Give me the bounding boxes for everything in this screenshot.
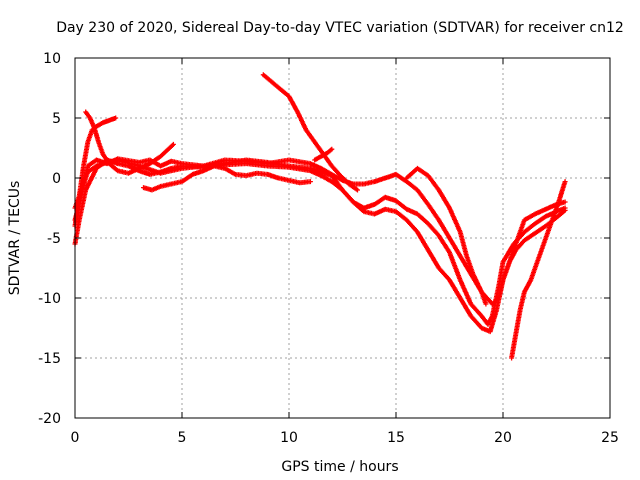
x-tick-label: 20 (494, 430, 512, 446)
series-satellite-track-h (141, 163, 313, 193)
y-tick-label: 0 (52, 171, 61, 187)
data-points (141, 163, 313, 193)
x-tick-label: 5 (178, 430, 187, 446)
y-tick-label: 10 (43, 51, 61, 67)
y-axis-label: SDTVAR / TECUs (7, 181, 23, 296)
data-points (404, 165, 489, 307)
x-tick-label: 25 (601, 430, 619, 446)
series-satellite-track-i (509, 179, 568, 361)
data-points (509, 179, 568, 361)
y-tick-label: -15 (38, 351, 61, 367)
data-points (83, 109, 176, 176)
series-satellite-track-e (83, 109, 176, 176)
ticks: 0 5 10 15 20 25 -20 -15 -10 -5 0 5 10 (38, 51, 619, 446)
data-layer (72, 72, 568, 361)
y-tick-label: -20 (38, 411, 61, 427)
y-tick-label: -5 (47, 231, 61, 247)
x-axis-label: GPS time / hours (281, 459, 398, 475)
x-tick-label: 0 (71, 430, 80, 446)
x-tick-label: 15 (387, 430, 405, 446)
y-tick-label: -10 (38, 291, 61, 307)
y-tick-label: 5 (52, 111, 61, 127)
series-satellite-track-g (312, 146, 335, 163)
series-satellite-track-j (404, 165, 489, 307)
data-points (312, 146, 335, 163)
x-tick-label: 10 (280, 430, 298, 446)
chart-title: Day 230 of 2020, Sidereal Day-to-day VTE… (56, 20, 624, 36)
